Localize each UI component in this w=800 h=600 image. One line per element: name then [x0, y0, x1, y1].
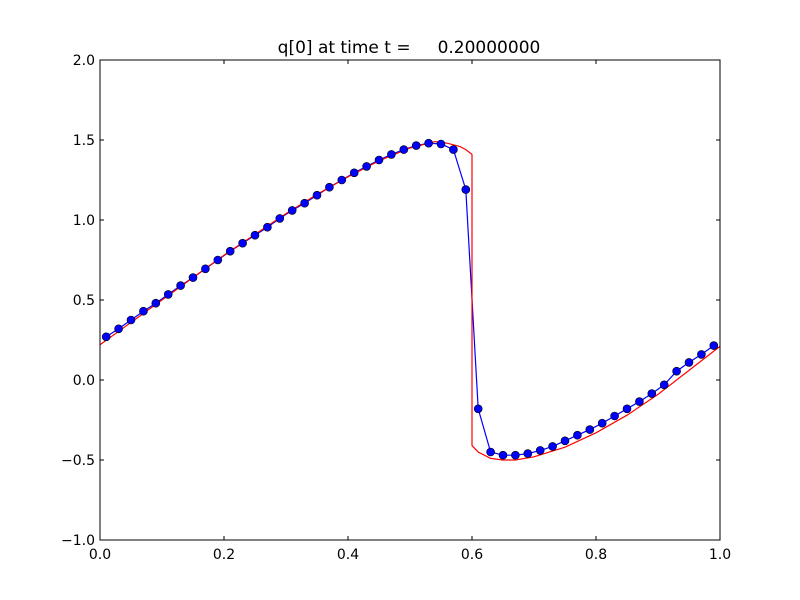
data-point [399, 145, 409, 154]
data-point [337, 175, 347, 185]
x-tick-label: 0.2 [213, 547, 235, 563]
data-point [387, 150, 396, 159]
y-tick-label: −1.0 [61, 533, 95, 549]
y-tick-label: 0.0 [73, 373, 95, 389]
data-point [275, 214, 285, 223]
data-point [374, 155, 384, 165]
x-tick-label: 0.8 [585, 547, 607, 563]
plot-area [100, 60, 720, 540]
y-tick-label: 1.0 [73, 213, 95, 229]
y-tick-label: 2.0 [73, 53, 95, 69]
data-point [659, 380, 669, 390]
data-point [697, 350, 706, 359]
x-tick-label: 0.6 [461, 547, 483, 563]
data-point [411, 141, 421, 150]
data-point [511, 450, 520, 460]
data-point [672, 366, 681, 376]
data-point [424, 138, 433, 148]
x-tick-label: 0.4 [337, 547, 359, 563]
data-point [486, 447, 495, 457]
data-point [610, 411, 619, 421]
data-point [188, 273, 198, 282]
data-point [498, 450, 508, 460]
data-point [548, 442, 557, 451]
data-point [201, 264, 210, 274]
data-point [473, 404, 483, 414]
data-point [300, 198, 309, 208]
data-point [176, 281, 185, 290]
y-tick-label: −0.5 [61, 453, 95, 469]
data-point [126, 315, 136, 325]
data-point [684, 358, 694, 367]
data-point [225, 246, 235, 256]
data-point [349, 168, 359, 178]
data-point [560, 436, 570, 446]
x-tick-label: 0.0 [89, 547, 111, 563]
data-point [535, 446, 545, 455]
data-point [325, 182, 334, 192]
y-tick-label: 1.5 [73, 133, 95, 149]
data-point [449, 145, 458, 154]
data-point [597, 418, 607, 428]
data-point [263, 222, 272, 232]
data-point [585, 425, 595, 434]
data-point [101, 332, 111, 342]
data-point [151, 298, 161, 308]
data-point [622, 404, 632, 414]
data-point [523, 449, 533, 458]
data-point [647, 389, 657, 398]
data-point [213, 255, 223, 265]
data-point [114, 324, 123, 334]
data-point [312, 190, 322, 200]
data-point [461, 185, 471, 194]
data-point [635, 397, 644, 406]
data-point [163, 290, 173, 299]
data-point [238, 238, 247, 248]
data-point [139, 306, 148, 316]
data-point [362, 162, 371, 171]
chart-title: q[0] at time t = 0.20000000 [278, 38, 541, 58]
plot-frame [99, 59, 721, 541]
data-point [709, 341, 719, 350]
data-point [250, 230, 260, 240]
data-point [436, 139, 446, 149]
data-point [287, 206, 297, 215]
data-point [573, 430, 582, 440]
x-tick-label: 1.0 [709, 547, 731, 563]
y-tick-label: 0.5 [73, 293, 95, 309]
